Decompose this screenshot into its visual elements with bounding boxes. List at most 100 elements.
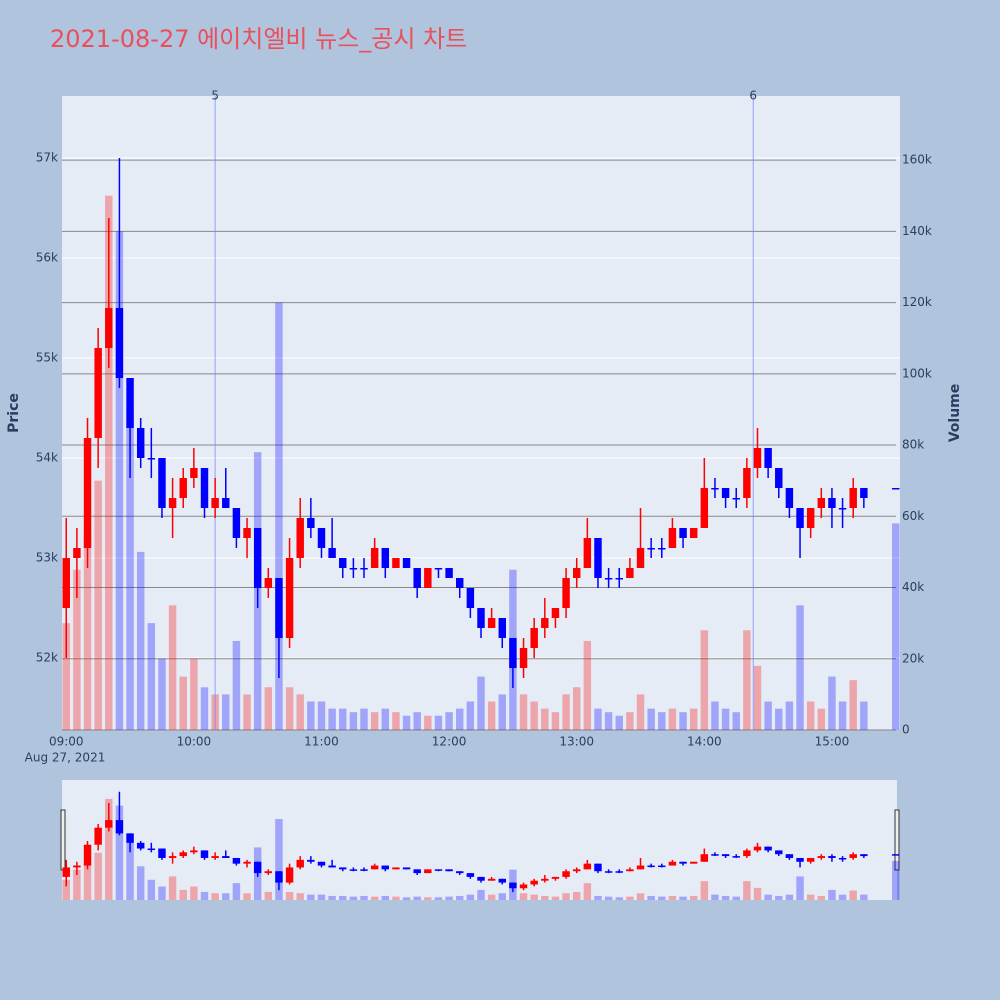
candle-body: [583, 538, 592, 568]
volume-bar: [477, 676, 485, 730]
volume-bar: [136, 551, 145, 730]
candle-body: [62, 867, 70, 877]
volume-bar: [466, 701, 475, 730]
candle-body: [360, 568, 368, 570]
candle-body: [743, 850, 751, 857]
volume-bar: [679, 712, 687, 730]
candle-body: [168, 498, 177, 508]
candle-body: [158, 458, 166, 508]
slider-volume-bar: [519, 893, 528, 900]
candle-body: [381, 865, 390, 870]
slider-volume-bar: [424, 897, 432, 900]
candle-body: [838, 508, 847, 510]
candle-body: [541, 878, 549, 881]
candle-body: [892, 854, 900, 856]
candle-body: [402, 867, 411, 870]
slider-volume-bar: [753, 887, 762, 900]
candle-body: [668, 861, 677, 866]
volume-bar: [636, 694, 645, 730]
candle-body: [860, 488, 868, 498]
slider-volume-bar: [62, 879, 70, 900]
candle-body: [636, 548, 645, 568]
range-slider[interactable]: [62, 780, 897, 900]
candle-body: [562, 871, 570, 877]
candle-body: [370, 548, 379, 568]
candle-body: [509, 882, 517, 889]
candle-body: [285, 867, 294, 883]
candle-body: [530, 628, 538, 648]
slider-volume-bar: [339, 895, 347, 900]
candle-body: [168, 856, 177, 858]
volume-bar: [232, 640, 241, 730]
slider-volume-bar: [775, 895, 783, 900]
volume-bar: [860, 701, 868, 730]
slider-volume-bar: [168, 876, 177, 900]
candle-body: [849, 854, 857, 858]
volume-bar: [264, 687, 273, 730]
slider-volume-bar: [498, 893, 506, 900]
candle-body: [828, 498, 836, 508]
volume-bar: [604, 712, 613, 730]
slider-volume-bar: [158, 886, 166, 900]
volume-bar: [307, 701, 315, 730]
candle-body: [158, 848, 166, 858]
candle-body: [498, 618, 506, 638]
candle-body: [243, 861, 251, 864]
slider-volume-bar: [838, 894, 847, 900]
candle-body: [115, 820, 124, 834]
candle-body: [838, 857, 847, 860]
candle-body: [721, 488, 730, 498]
slider-volume-bar: [402, 897, 411, 900]
volume-bar: [700, 630, 709, 730]
volume-bar: [806, 701, 815, 730]
slider-volume-bar: [626, 896, 634, 900]
candle-body: [509, 638, 517, 668]
slider-volume-bar: [370, 896, 379, 900]
volume-bar: [647, 708, 655, 730]
candle-body: [296, 859, 304, 868]
slider-volume-bar: [232, 883, 241, 900]
slider-volume-bar: [668, 895, 677, 900]
volume-bar: [456, 708, 464, 730]
slider-handle[interactable]: [60, 809, 66, 871]
candle-body: [115, 308, 124, 378]
candle-body: [604, 871, 613, 873]
y2-tick-label: 80k: [902, 438, 924, 452]
candle-body: [721, 854, 730, 857]
slider-handle[interactable]: [894, 809, 900, 871]
candle-body: [860, 854, 868, 857]
annotation-label: 5: [211, 89, 219, 103]
candle-body: [317, 861, 326, 866]
volume-bar: [285, 687, 294, 730]
slider-volume-bar: [147, 879, 156, 900]
volume-bar: [360, 708, 368, 730]
candle-body: [753, 448, 762, 468]
candle-body: [328, 865, 336, 868]
candle-body: [626, 568, 634, 578]
slider-volume-bar: [572, 891, 581, 900]
slider-volume-bar: [743, 881, 751, 900]
volume-bar: [402, 715, 411, 730]
slider-volume-bar: [487, 894, 496, 900]
y2-tick-label: 100k: [902, 366, 932, 380]
volume-bar: [487, 701, 496, 730]
volume-bar: [339, 708, 347, 730]
volume-bar: [583, 640, 592, 730]
volume-bar: [200, 687, 209, 730]
volume-bar: [689, 708, 698, 730]
candle-body: [147, 848, 156, 851]
slider-volume-bar: [466, 894, 475, 900]
slider-volume-bar: [179, 889, 187, 900]
slider-volume-bar: [413, 896, 421, 900]
candle-body: [275, 578, 283, 638]
candle-body: [328, 548, 336, 558]
candle-body: [679, 861, 687, 864]
volume-bar: [73, 569, 81, 730]
volume-bar: [668, 708, 677, 730]
slider-volume-bar: [392, 896, 400, 900]
slider-volume-bar: [136, 866, 145, 900]
y2-axis-title: Volume: [947, 384, 963, 443]
candle-body: [785, 854, 794, 858]
slider-volume-bar: [275, 819, 283, 900]
